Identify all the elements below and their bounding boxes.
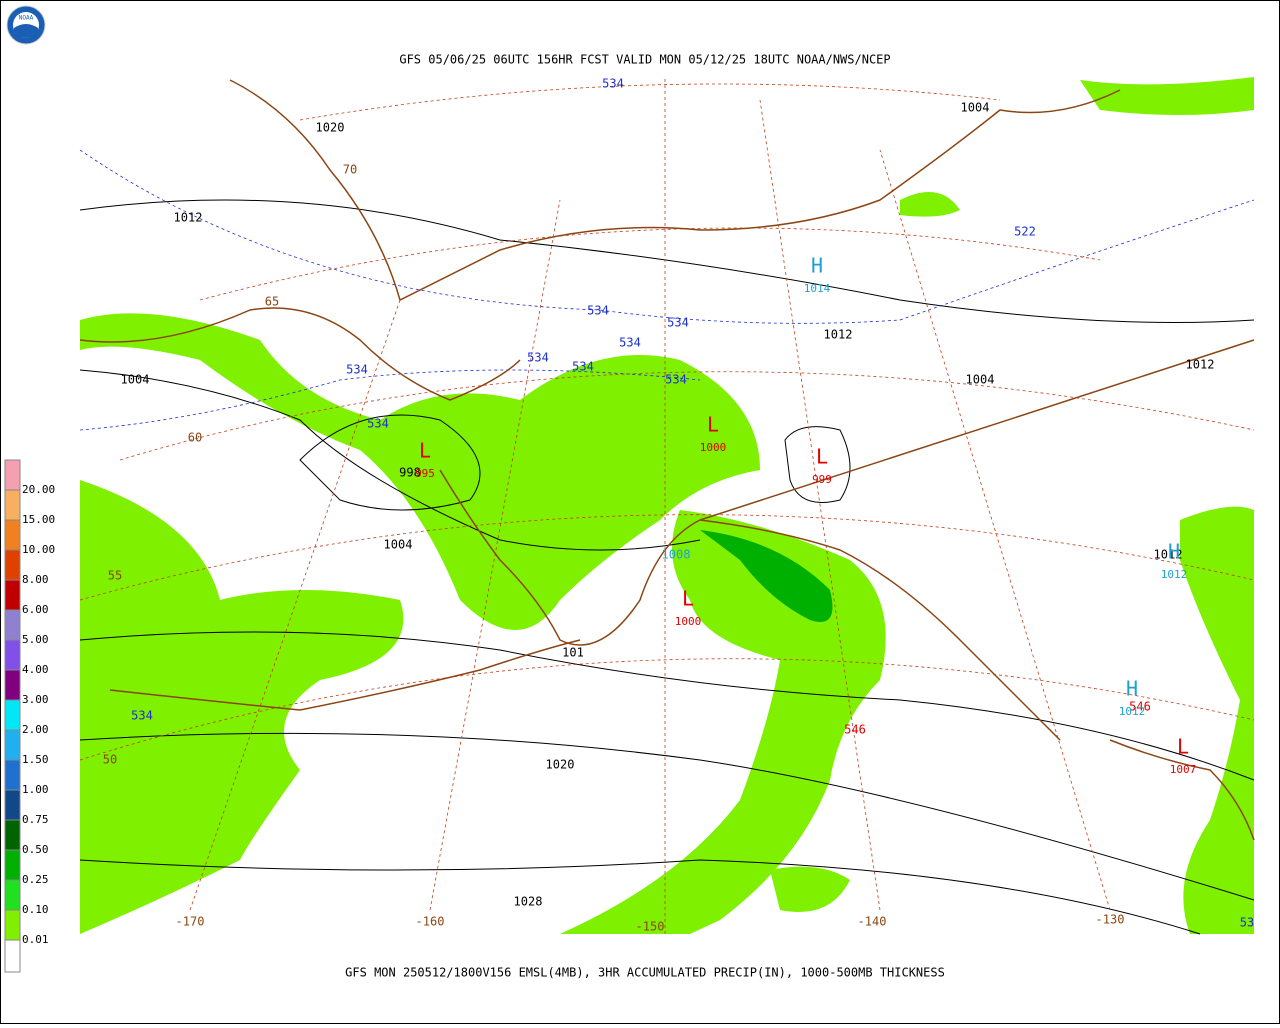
legend-box [4, 459, 21, 491]
isobar-label: 1020 [546, 758, 575, 772]
map: 1020 1012 1004 998 1004 1012 1004 1012 1004 1020 1… [79, 77, 1255, 935]
precip-heavy [700, 530, 833, 622]
legend-box [4, 549, 21, 581]
legend-box [4, 519, 21, 551]
pressure-center-symbol: L [1177, 735, 1189, 759]
isobar-label: 1004 [121, 373, 150, 387]
pressure-center-symbol: H [1168, 540, 1180, 564]
pressure-center-symbol: L [816, 445, 828, 469]
thickness-label: 522 [1014, 225, 1036, 239]
legend-label: 0.10 [22, 903, 49, 916]
pressure-center-value: 1007 [1170, 763, 1197, 776]
isobar-label: 1004 [384, 538, 413, 552]
legend-label: 3.00 [22, 693, 49, 706]
legend-label: 0.75 [22, 813, 49, 826]
thickness-label: 534 [665, 373, 687, 387]
latitude-label: 55 [108, 569, 122, 583]
legend-box [4, 669, 21, 701]
logo-text: NOAA [19, 15, 34, 22]
legend-box [4, 939, 21, 973]
coastline [79, 79, 1255, 841]
thickness-label: 534 [367, 417, 389, 431]
pressure-center-symbol: H [811, 254, 823, 278]
legend-label: 6.00 [22, 603, 49, 616]
pressure-center-value: 1014 [804, 282, 831, 295]
isobar-label: 1028 [514, 895, 543, 909]
longitude-label: -140 [858, 915, 887, 929]
thickness-label: 534 [602, 77, 624, 91]
legend-label: 5.00 [22, 633, 49, 646]
legend-label: 8.00 [22, 573, 49, 586]
legend-box [4, 579, 21, 611]
legend-label: 4.00 [22, 663, 49, 676]
thickness-label: 534 [527, 351, 549, 365]
legend-box [4, 729, 21, 761]
isobar-label: 998 [399, 466, 421, 480]
latitude-label: 65 [265, 295, 279, 309]
pressure-center-value: 1000 [700, 441, 727, 454]
thickness-label: 534 [667, 316, 689, 330]
pressure-center-value: 999 [812, 473, 832, 486]
thickness-label: 53 [1240, 916, 1254, 930]
isobars [79, 199, 1255, 935]
longitude-label: -150 [636, 920, 665, 934]
legend-box [4, 909, 21, 941]
legend-box [4, 639, 21, 671]
pressure-center-symbol: H [1126, 677, 1138, 701]
thickness-label: 534 [619, 336, 641, 350]
legend: 20.00 15.00 10.00 8.00 6.00 5.00 4.00 3.00 2.00 1… [4, 459, 55, 973]
legend-label: 1.00 [22, 783, 49, 796]
latitude-label: 50 [103, 753, 117, 767]
caption: GFS MON 250512/1800V156 EMSL(4MB), 3HR A… [345, 966, 945, 980]
legend-label: 1.50 [22, 753, 49, 766]
latitude-label: 60 [188, 431, 202, 445]
isobar-label: 101 [562, 646, 584, 660]
title: GFS 05/06/25 06UTC 156HR FCST VALID MON … [399, 53, 890, 67]
pressure-center-symbol: L [682, 587, 694, 611]
thickness-label: 534 [131, 709, 153, 723]
pressure-center-value: 995 [415, 467, 435, 480]
longitude-label: -130 [1096, 913, 1125, 927]
legend-label: 15.00 [22, 513, 55, 526]
legend-box [4, 849, 21, 881]
latitude-label: 70 [343, 163, 357, 177]
longitude-label: -160 [416, 915, 445, 929]
legend-box [4, 789, 21, 821]
legend-label: 10.00 [22, 543, 55, 556]
pressure-center-symbol: L [419, 439, 431, 463]
legend-box [4, 609, 21, 641]
thickness-label: 546 [844, 723, 866, 737]
longitude-label: -170 [176, 915, 205, 929]
pressure-center-value: 1012 [1119, 705, 1146, 718]
pressure-center-value: 1000 [675, 615, 702, 628]
legend-box [4, 819, 21, 851]
legend-box [4, 699, 21, 731]
logo: NOAA [6, 5, 46, 45]
thickness-label: 534 [572, 360, 594, 374]
legend-label: 20.00 [22, 483, 55, 496]
legend-box [4, 759, 21, 791]
isobar-label: 1012 [1186, 358, 1215, 372]
legend-label: 2.00 [22, 723, 49, 736]
legend-box [4, 879, 21, 911]
isobar-label: 1020 [316, 121, 345, 135]
legend-label: 0.25 [22, 873, 49, 886]
isobar-label: 1004 [961, 101, 990, 115]
legend-label: 0.01 [22, 933, 49, 946]
pressure-center-symbol: L [707, 413, 719, 437]
thickness-label: 534 [346, 363, 368, 377]
isobar-label: 1012 [824, 328, 853, 342]
thickness-label: 534 [587, 304, 609, 318]
map-label: 1008 [662, 548, 691, 562]
legend-label: 0.50 [22, 843, 49, 856]
pressure-center-value: 1012 [1161, 568, 1188, 581]
isobar-label: 1012 [1154, 548, 1183, 562]
isobar-label: 1004 [966, 373, 995, 387]
isobar-label: 1012 [174, 211, 203, 225]
thickness-label: 546 [1129, 700, 1151, 714]
legend-box [4, 489, 21, 521]
